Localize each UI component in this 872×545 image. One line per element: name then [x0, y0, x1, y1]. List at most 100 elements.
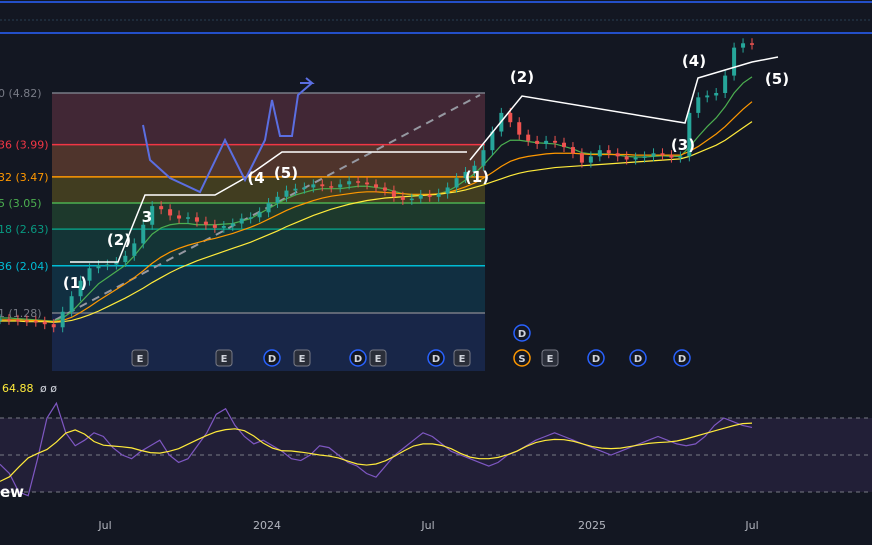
candle-body [633, 157, 638, 160]
candle-body [409, 198, 414, 201]
event-badge-label-10: E [547, 354, 554, 365]
candle-body [606, 150, 611, 154]
candle-body [678, 156, 683, 158]
candle-body [374, 184, 378, 188]
candle-body [642, 156, 647, 158]
dividend-badge-11[interactable] [587, 349, 605, 367]
dividend-badge-2[interactable] [263, 349, 281, 367]
fib-level-label-4: 18 (2.63) [0, 223, 49, 236]
x-tick-label-4: Jul [744, 519, 758, 532]
earnings-badge-1[interactable] [215, 349, 233, 367]
rsi-ma-line [0, 422, 753, 482]
dividend-badge-4[interactable] [349, 349, 367, 367]
candle-body [311, 184, 316, 188]
earnings-badge-10[interactable] [541, 349, 559, 367]
event-badge-label-7: E [459, 354, 466, 365]
candle-body [33, 321, 38, 323]
event-badge-label-9: S [518, 354, 525, 365]
wave-label-0: (1) [63, 274, 87, 292]
candle-body [445, 187, 450, 194]
event-badge-label-13: D [678, 354, 686, 365]
event-badge-label-0: E [137, 354, 144, 365]
candle-body [615, 153, 620, 157]
earnings-badge-7[interactable] [453, 349, 471, 367]
wave-label-9: (5) [765, 70, 789, 88]
candle-body [365, 182, 370, 185]
fib-level-label-0: 0 (4.82) [0, 87, 42, 100]
candle-body [490, 131, 495, 151]
candle-body [284, 190, 289, 197]
candle-body [212, 224, 217, 228]
dividend-badge-12[interactable] [629, 349, 647, 367]
candle-body [87, 268, 92, 281]
candle-body [696, 97, 701, 113]
split-badge-9[interactable] [513, 349, 531, 367]
candle-body [248, 217, 253, 219]
candle-body [24, 320, 29, 322]
candle-body [132, 243, 137, 256]
candle-body [723, 75, 728, 93]
candle-body [544, 140, 549, 144]
candle-body [266, 203, 271, 213]
candle-body [329, 186, 334, 188]
candle-body [186, 217, 190, 219]
fib-level-label-6: 1 (1.28) [0, 307, 42, 320]
wave-label-5: (1) [465, 168, 489, 186]
earnings-badge-3[interactable] [293, 349, 311, 367]
candle-body [347, 181, 352, 185]
candle-body [159, 206, 164, 210]
fib-level-label-2: 32 (3.47) [0, 171, 49, 184]
x-tick-label-2: Jul [420, 519, 434, 532]
candle-body [553, 140, 558, 143]
rsi-value: 64.88 [2, 382, 34, 395]
candle-body [508, 112, 513, 123]
dividend-badge-8[interactable] [513, 324, 531, 342]
rsi-line [0, 401, 753, 497]
fib-zone-5 [52, 265, 485, 313]
dividend-badge-6[interactable] [427, 349, 445, 367]
fib-level-label-1: 36 (3.99) [0, 139, 49, 152]
candle-body [517, 122, 522, 135]
candle-body [96, 265, 101, 269]
dividend-badge-13[interactable] [673, 349, 691, 367]
fib-level-label-5: 36 (2.04) [0, 260, 49, 273]
event-badge-label-4: D [354, 354, 362, 365]
event-badge-label-2: D [268, 354, 276, 365]
candle-body [177, 215, 182, 219]
earnings-badge-5[interactable] [369, 349, 387, 367]
event-badge-label-8: D [518, 329, 526, 340]
candle-body [714, 93, 719, 96]
event-badge-label-5: E [375, 354, 382, 365]
x-tick-label-3: 2025 [578, 519, 606, 532]
candle-body [230, 223, 235, 226]
candle-body [400, 196, 405, 200]
candle-body [526, 134, 531, 141]
candle-body [141, 224, 146, 244]
candle-body [356, 181, 361, 183]
earnings-badge-0[interactable] [131, 349, 149, 367]
candle-body [732, 47, 737, 76]
candle-body [669, 155, 674, 158]
candle-body [741, 43, 746, 48]
event-badge-label-1: E [221, 354, 228, 365]
fib-level-label-3: 5 (3.05) [0, 197, 42, 210]
candle-body [338, 184, 343, 188]
candle-body [114, 262, 119, 265]
event-badge-label-3: E [299, 354, 306, 365]
candle-body [293, 188, 298, 191]
time-axis [0, 512, 872, 545]
event-badge-label-6: D [432, 354, 440, 365]
wave-label-6: (2) [510, 68, 534, 86]
candle-body [570, 147, 575, 154]
candle-body [454, 178, 459, 188]
candle-body [320, 184, 325, 187]
candle-body [105, 264, 110, 267]
wave-label-7: (3) [671, 136, 695, 154]
candle-body [750, 43, 754, 45]
x-tick-label-0: Jul [97, 519, 111, 532]
wave-label-1: (2) [107, 231, 131, 249]
candle-body [624, 156, 629, 160]
wave-label-2: 3 [142, 208, 152, 226]
